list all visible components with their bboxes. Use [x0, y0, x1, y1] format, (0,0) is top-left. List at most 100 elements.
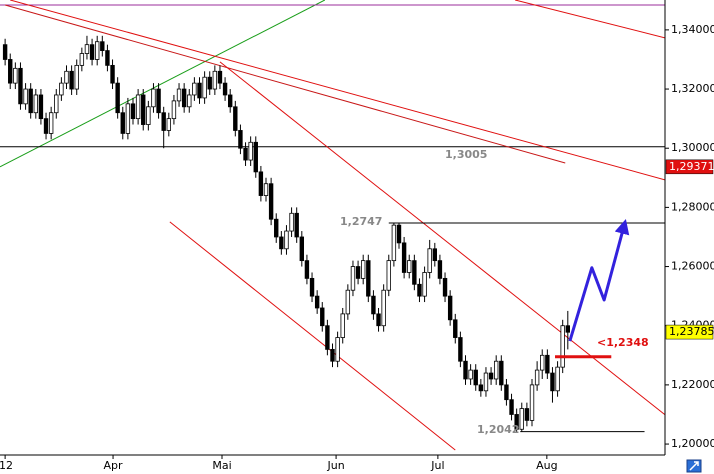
y-tick-label: 1,22000 [671, 378, 714, 391]
candle-body [340, 313, 345, 338]
corner-icon-arrow [689, 461, 699, 471]
candle-body [227, 94, 233, 108]
candle-body [294, 212, 299, 238]
candle-body [79, 53, 85, 66]
candle-body [151, 88, 156, 108]
candle-body [360, 260, 366, 279]
candle-body [105, 50, 110, 66]
candle-body [166, 118, 172, 131]
candle-body [299, 236, 305, 262]
candle-body [453, 319, 458, 338]
candle-body [509, 399, 514, 415]
plot-area [0, 0, 665, 451]
candle-body [110, 64, 115, 84]
candle-body [135, 94, 141, 120]
y-tick-label: 1,34000 [671, 23, 714, 36]
candle-body [396, 224, 402, 244]
candle-body [504, 384, 509, 401]
corner-icon[interactable] [686, 459, 702, 473]
candle-body [84, 44, 90, 54]
candle-body [422, 272, 427, 297]
candle-body [284, 230, 289, 250]
x-tick-label: Apr [104, 459, 124, 472]
candle-body [499, 360, 504, 386]
candle-body [412, 260, 417, 285]
x-tick-label: Jul [430, 459, 444, 472]
candle-body [141, 94, 146, 125]
candle-body [268, 183, 274, 220]
candle-body [130, 103, 136, 120]
candle-body [202, 76, 207, 99]
candle-body [432, 248, 438, 262]
candle-body [376, 313, 381, 327]
candle-body [320, 307, 325, 327]
candle-body [48, 112, 54, 134]
candle-body [391, 224, 397, 262]
candle-body [120, 112, 125, 134]
candle-body [524, 408, 530, 421]
candle-body [248, 141, 253, 161]
price-label: 1,29371 [669, 160, 714, 173]
candle-body [519, 408, 524, 430]
candle-body [156, 88, 161, 114]
candle-body [279, 236, 284, 250]
candle-body [222, 82, 228, 96]
candle-body [253, 141, 258, 173]
candle-body [330, 348, 335, 362]
candle-body [529, 384, 535, 421]
candle-body [89, 44, 95, 60]
candle-body [258, 171, 264, 196]
candle-body [69, 70, 74, 90]
candle-body [350, 266, 356, 291]
candle-body [115, 82, 120, 114]
price-label: 1,23785 [669, 325, 714, 338]
trend-line [169, 221, 456, 451]
candle-body [478, 384, 484, 392]
candle-body [386, 260, 391, 291]
candle-body [33, 94, 39, 114]
candle-body [161, 112, 166, 131]
annotation: <1,2348 [597, 336, 649, 349]
candle-body [212, 70, 218, 90]
candle-body [314, 295, 320, 309]
candle-body [74, 64, 79, 90]
y-tick-label: 1,32000 [671, 82, 714, 95]
x-tick-label: Jun [326, 459, 344, 472]
candle-body [274, 218, 279, 238]
candle-body [187, 94, 192, 108]
candle-body [94, 41, 100, 60]
trend-line [10, 0, 665, 181]
y-tick-label: 1,30000 [671, 141, 714, 154]
candle-body [545, 354, 550, 374]
candle-body [381, 289, 386, 327]
candle-body [555, 366, 560, 392]
candle-body [560, 325, 565, 368]
candle-body [171, 100, 177, 120]
candle-body [437, 260, 443, 279]
y-tick-label: 1,28000 [671, 200, 714, 213]
candle-body [146, 106, 151, 125]
candle-body [125, 103, 131, 134]
candle-body [217, 70, 223, 84]
candle-body [54, 94, 59, 114]
y-tick-label: 1,26000 [671, 260, 714, 273]
candle-body [488, 372, 494, 380]
candle-body [289, 212, 294, 232]
candle-body [407, 260, 412, 273]
candle-body [38, 94, 44, 120]
candle-body [181, 88, 187, 108]
candle-body [540, 354, 545, 371]
candle-body [197, 82, 202, 99]
x-tick-label: Aug [536, 459, 557, 472]
candle-body [59, 82, 64, 96]
candle-body [238, 130, 243, 149]
candle-body [534, 369, 540, 386]
candle-body [458, 337, 463, 362]
candle-body [366, 260, 371, 297]
candle-body [309, 277, 315, 297]
candle-body [468, 369, 473, 380]
candle-body [442, 277, 448, 297]
